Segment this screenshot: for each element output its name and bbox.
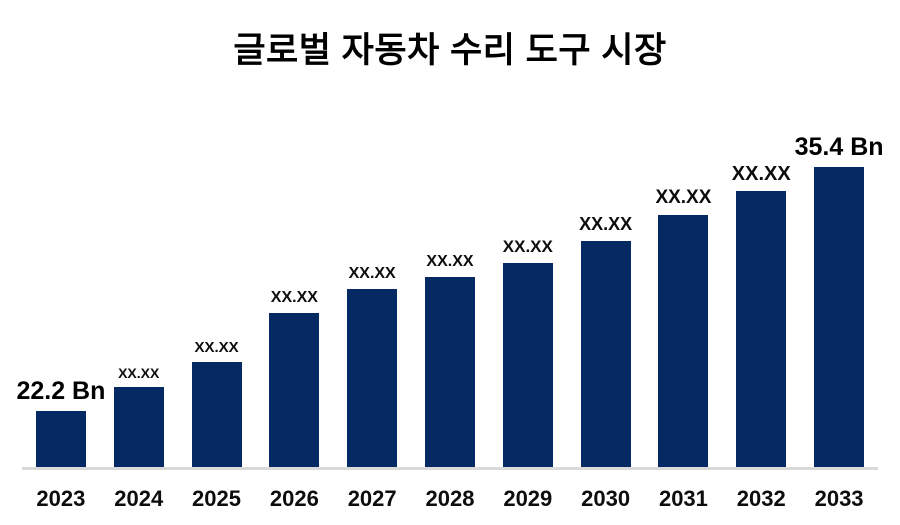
value-label-2028: XX.XX: [426, 253, 474, 271]
bar-group-2029: XX.XX: [489, 0, 567, 467]
x-axis-line: [22, 467, 878, 470]
value-label-2024: XX.XX: [118, 364, 160, 381]
year-label-2024: 2024: [114, 486, 164, 511]
bar-2023: [35, 411, 86, 467]
value-label-2033: 35.4 Bn: [794, 132, 884, 161]
value-label-2029: XX.XX: [502, 237, 553, 257]
bar-group-2026: XX.XX: [255, 0, 333, 467]
year-label-2025: 2025: [192, 486, 241, 511]
bar-group-2028: XX.XX: [411, 0, 489, 467]
year-label-2027: 2027: [347, 486, 397, 511]
bar-chart-plot-area: 22.2 Bn XX.XX XX.XX XX.XX XX.XX XX.XX XX.XX XX.…: [16, 0, 884, 525]
value-label-2030: XX.XX: [579, 214, 633, 235]
bar-2024: [113, 387, 164, 467]
bar-2030: [580, 241, 631, 467]
bar-group-2031: XX.XX: [645, 0, 723, 467]
bar-2032: [736, 191, 787, 467]
value-label-2031: XX.XX: [655, 187, 712, 209]
bar-2025: [191, 362, 242, 467]
bar-group-2027: XX.XX: [333, 0, 411, 467]
value-label-2026: XX.XX: [270, 289, 318, 307]
bar-group-2024: XX.XX: [100, 0, 178, 467]
bar-2028: [424, 277, 475, 467]
bar-group-2023: 22.2 Bn: [16, 0, 105, 467]
bar-2033: [814, 167, 865, 467]
bar-group-2030: XX.XX: [567, 0, 645, 467]
chart-title: 글로벌 자동차 수리 도구 시장: [233, 31, 667, 70]
year-label-2023: 2023: [36, 486, 86, 511]
bar-2027: [347, 289, 398, 467]
bar-group-2025: XX.XX: [178, 0, 256, 467]
bar-group-2032: XX.XX: [722, 0, 800, 467]
bar-group-2033: 35.4 Bn: [795, 0, 884, 467]
value-label-2027: XX.XX: [348, 265, 396, 283]
bar-2026: [269, 313, 320, 467]
year-label-2026: 2026: [269, 486, 319, 511]
value-label-2023: 22.2 Bn: [16, 376, 106, 405]
value-label-2025: XX.XX: [194, 338, 239, 356]
bar-2029: [502, 263, 553, 467]
bar-2031: [658, 215, 709, 467]
year-label-2031: 2031: [658, 486, 708, 511]
year-label-2028: 2028: [425, 486, 475, 511]
year-label-2033: 2033: [814, 486, 864, 511]
year-label-2032: 2032: [736, 486, 786, 511]
year-label-2030: 2030: [581, 486, 631, 511]
year-label-2029: 2029: [503, 486, 553, 511]
value-label-2032: XX.XX: [731, 163, 791, 185]
